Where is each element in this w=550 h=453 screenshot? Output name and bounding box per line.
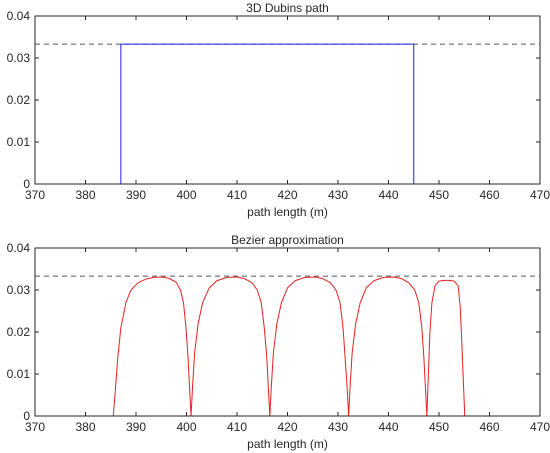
dubins-x-tick-label: 440 — [378, 188, 398, 202]
dubins-chart: 3D Dubins path 370 380 390 400 410 420 430 440 4… — [7, 1, 550, 219]
bezier-series-line — [269, 276, 350, 417]
dubins-series-line — [35, 43, 540, 185]
bezier-series-line — [426, 279, 466, 417]
bezier-x-tick-label: 400 — [176, 420, 196, 434]
bezier-series-line — [348, 276, 428, 417]
bezier-y-tick-label: 0.02 — [7, 325, 31, 339]
bezier-x-tick-label: 430 — [328, 420, 348, 434]
bezier-series-line — [190, 276, 271, 417]
bezier-x-axis-label: path length (m) — [247, 437, 328, 451]
dubins-x-tick-label: 450 — [429, 188, 449, 202]
bezier-x-tick-label: 470 — [530, 420, 550, 434]
bezier-chart: Bezier approximation 370 380 390 400 410 420 4… — [7, 233, 550, 451]
dubins-x-tick-label: 370 — [25, 188, 45, 202]
dubins-axes-frame — [34, 15, 541, 185]
bezier-series — [35, 276, 540, 417]
bezier-axes-frame — [34, 247, 541, 417]
dubins-y-tick-label: 0.03 — [7, 51, 31, 65]
dubins-y-tick-label: 0 — [23, 177, 30, 191]
dubins-y-tick-label: 0.02 — [7, 93, 31, 107]
dubins-x-tick-label: 460 — [479, 188, 499, 202]
bezier-chart-title: Bezier approximation — [231, 233, 344, 247]
bezier-y-tick-label: 0.04 — [7, 241, 31, 255]
bezier-y-tick-label: 0.03 — [7, 283, 31, 297]
dubins-y-tick-label: 0.01 — [7, 135, 31, 149]
bezier-chart-ticks: 370 380 390 400 410 420 430 440 450 460 470 0 0.01 0.… — [7, 241, 550, 434]
dubins-x-tick-label: 470 — [530, 188, 550, 202]
bezier-x-tick-label: 380 — [75, 420, 95, 434]
dubins-x-tick-label: 420 — [277, 188, 297, 202]
bezier-x-tick-label: 450 — [429, 420, 449, 434]
dubins-x-axis-label: path length (m) — [247, 205, 328, 219]
dubins-chart-title: 3D Dubins path — [246, 1, 329, 15]
bezier-x-tick-label: 460 — [479, 420, 499, 434]
dubins-x-tick-label: 390 — [126, 188, 146, 202]
bezier-y-tick-label: 0.01 — [7, 367, 31, 381]
bezier-y-tick-label: 0 — [23, 409, 30, 423]
bezier-x-tick-label: 370 — [25, 420, 45, 434]
bezier-x-tick-label: 420 — [277, 420, 297, 434]
dubins-x-tick-label: 380 — [75, 188, 95, 202]
dubins-x-tick-label: 430 — [328, 188, 348, 202]
bezier-x-tick-label: 390 — [126, 420, 146, 434]
dubins-series — [35, 43, 540, 185]
bezier-series-line — [112, 276, 192, 417]
dubins-y-tick-label: 0.04 — [7, 9, 31, 23]
dubins-x-tick-label: 400 — [176, 188, 196, 202]
dubins-chart-ticks: 370 380 390 400 410 420 430 440 450 460 470 0 0.01 0.… — [7, 9, 550, 202]
bezier-x-tick-label: 410 — [227, 420, 247, 434]
dubins-x-tick-label: 410 — [227, 188, 247, 202]
bezier-x-tick-label: 440 — [378, 420, 398, 434]
